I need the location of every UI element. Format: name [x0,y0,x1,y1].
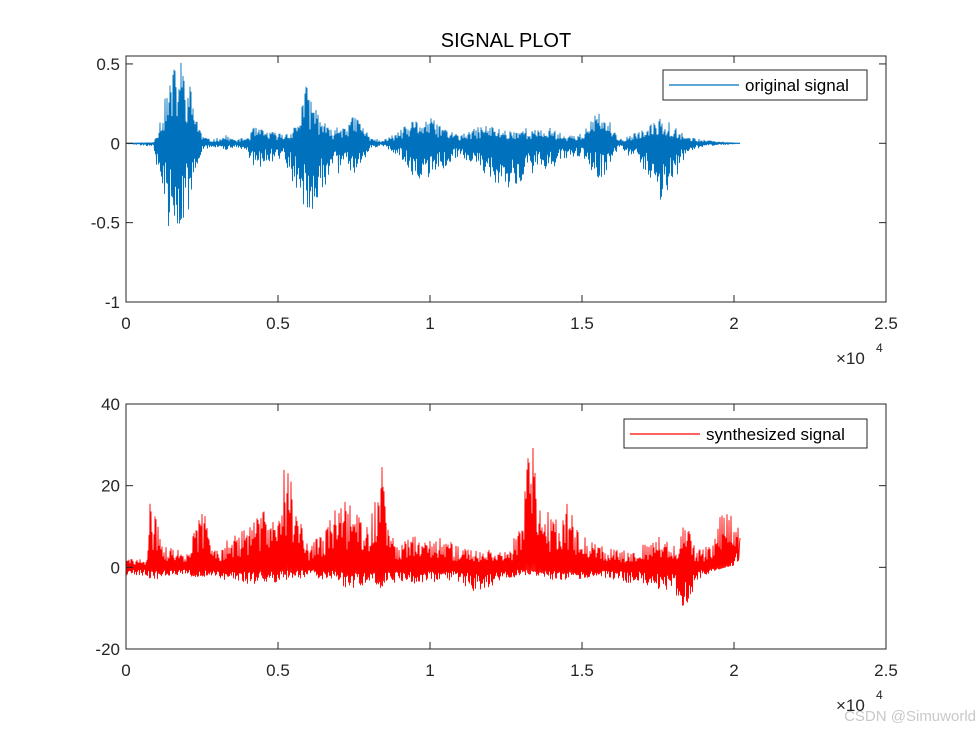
x-tick-label: 0 [121,661,130,680]
x-tick-label: 1.5 [570,314,594,333]
y-tick-label: 20 [101,477,120,496]
y-tick-label: -1 [105,293,120,312]
axes-box [125,403,887,650]
y-tick-label: 0.5 [96,55,120,74]
x-tick-label: 0 [121,314,130,333]
x-exponent-power: 4 [876,341,883,355]
x-exponent-base: ×10 [836,696,865,715]
x-tick-label: 0.5 [266,661,290,680]
x-exponent-base: ×10 [836,349,865,368]
x-exponent-label: ×10 4 [836,341,883,368]
series-line-synthesized-signal [125,447,741,606]
y-tick-label: -20 [95,640,120,659]
axis-ticks: 0 0.5 1 1.5 2 2.5 -1 -0.5 0 0.5 [91,55,898,333]
x-tick-label: 2 [729,314,738,333]
y-tick-label: 0 [111,134,120,153]
x-tick-label: 2.5 [874,661,898,680]
y-tick-label: 40 [101,395,120,414]
chart-title: SIGNAL PLOT [441,30,571,52]
x-exponent-label: ×10 4 [836,688,883,715]
legend: original signal [662,69,868,101]
watermark: CSDN @Simuworld [844,708,976,725]
y-tick-label: 0 [111,558,120,577]
y-tick-label: -0.5 [91,214,120,233]
x-tick-label: 1 [425,314,434,333]
x-tick-label: 0.5 [266,314,290,333]
x-tick-label: 2 [729,661,738,680]
x-tick-label: 1.5 [570,661,594,680]
plot-area [125,62,741,227]
x-tick-label: 1 [425,661,434,680]
legend-label-synthesized-signal: synthesized signal [706,425,845,444]
legend: synthesized signal [623,418,868,449]
x-tick-label: 2.5 [874,314,898,333]
x-exponent-power: 4 [876,688,883,702]
axes-box [125,55,887,303]
legend-label-original-signal: original signal [745,76,849,95]
plot-area [125,447,741,606]
subplot-original-signal: 0 0.5 1 1.5 2 2.5 -1 -0.5 0 0.5 SIGNAL PLOT ×10 4… [91,30,898,368]
series-line-original-signal [125,62,741,227]
